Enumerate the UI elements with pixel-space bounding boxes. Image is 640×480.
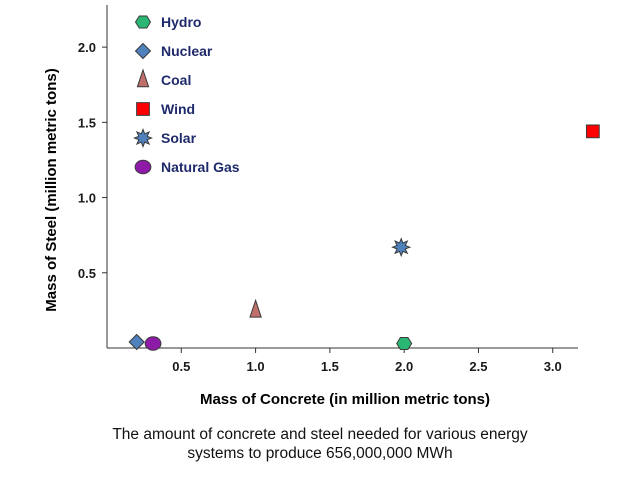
legend-label-nuclear: Nuclear [161, 43, 213, 59]
x-tick-label: 2.0 [395, 359, 413, 374]
data-points [128, 124, 600, 351]
legend-marker-nuclear [134, 42, 152, 60]
x-tick-label: 3.0 [544, 359, 562, 374]
legend-label-wind: Wind [161, 101, 195, 117]
legend-marker-natural-gas [134, 159, 152, 175]
tick-labels: 0.5 1.0 1.5 2.0 2.5 3.0 0.5 1.0 1.5 2.0 [78, 40, 562, 374]
x-tick-label: 1.5 [321, 359, 339, 374]
x-tick-label: 0.5 [172, 359, 190, 374]
legend-marker-hydro [134, 15, 152, 29]
x-axis-title: Mass of Concrete (in million metric tons… [200, 391, 490, 408]
y-tick-label: 1.5 [78, 115, 96, 130]
legend: Hydro Nuclear Coal Wind Solar Natural Gas [133, 14, 240, 175]
caption-line-2: systems to produce 656,000,000 MWh [187, 445, 453, 462]
data-point-solar [391, 237, 412, 258]
y-tick-label: 1.0 [78, 191, 96, 206]
legend-label-hydro: Hydro [161, 14, 201, 30]
data-point-wind [585, 124, 600, 139]
y-tick-label: 2.0 [78, 40, 96, 55]
legend-label-solar: Solar [161, 130, 197, 146]
x-tick-label: 2.5 [469, 359, 487, 374]
data-point-coal [249, 298, 262, 318]
y-axis-title: Mass of Steel (million metric tons) [43, 68, 60, 311]
data-point-hydro [396, 337, 413, 350]
caption-line-1: The amount of concrete and steel needed … [112, 426, 528, 443]
legend-marker-wind [136, 102, 150, 116]
x-tick-label: 1.0 [247, 359, 265, 374]
legend-marker-coal [136, 68, 150, 88]
y-tick-label: 0.5 [78, 266, 96, 281]
legend-label-natural-gas: Natural Gas [161, 159, 240, 175]
data-point-nuclear [128, 333, 145, 351]
legend-marker-solar [133, 128, 153, 148]
legend-label-coal: Coal [161, 72, 191, 88]
data-point-natural-gas [144, 336, 162, 351]
